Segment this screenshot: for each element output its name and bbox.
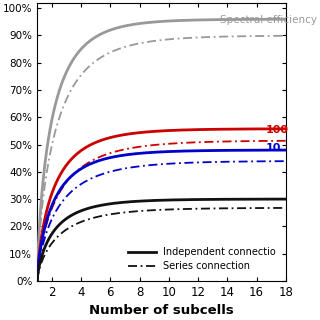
Text: Spectral efficiency: Spectral efficiency — [220, 15, 317, 26]
X-axis label: Number of subcells: Number of subcells — [89, 304, 234, 317]
Text: 10: 10 — [265, 143, 281, 153]
Legend: Independent connectio, Series connection: Independent connectio, Series connection — [124, 242, 281, 276]
Text: 100: 100 — [265, 124, 288, 134]
